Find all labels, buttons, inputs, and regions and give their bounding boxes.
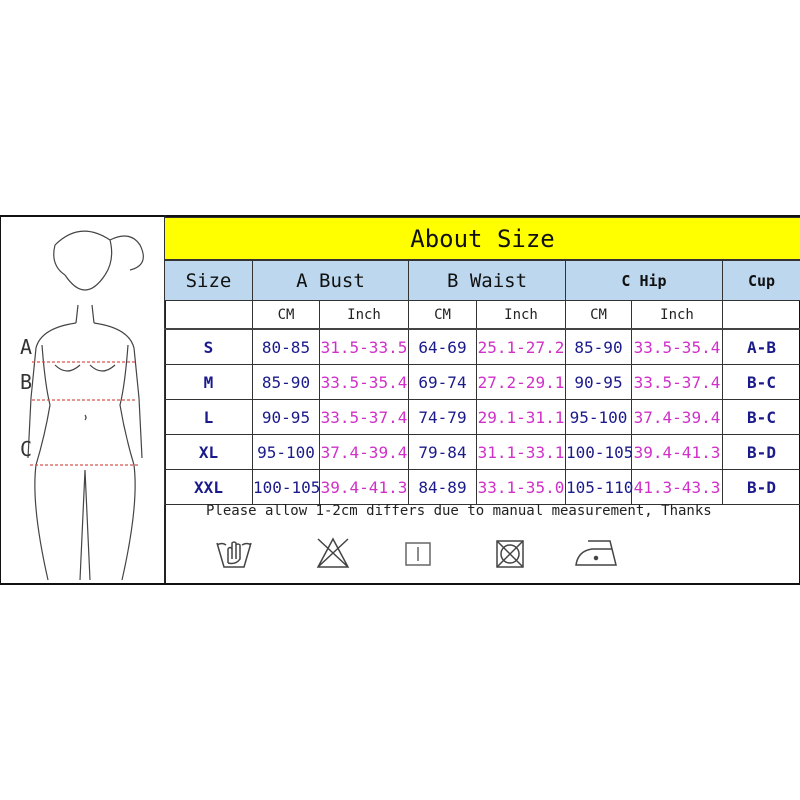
unit-hip-cm: CM [565, 300, 632, 330]
cell-hip-in: 37.4-39.4 [631, 399, 723, 435]
cell-size: XL [164, 434, 253, 470]
cell-bust-cm: 95-100 [252, 434, 320, 470]
cell-waist-cm: 74-79 [408, 399, 477, 435]
header-waist: B Waist [408, 259, 566, 301]
cell-bust-cm: 90-95 [252, 399, 320, 435]
cell-bust-in: 39.4-41.3 [319, 469, 409, 505]
table-row: L 90-95 33.5-37.4 74-79 29.1-31.1 95-100 37.4-… [164, 399, 800, 435]
cell-cup: B-D [722, 434, 800, 470]
figure-label-a: A [20, 335, 33, 359]
cell-waist-in: 29.1-31.1 [476, 399, 566, 435]
cell-size: XXL [164, 469, 253, 505]
unit-cup-empty [722, 300, 800, 330]
cell-waist-cm: 69-74 [408, 364, 477, 400]
hand-wash-icon [216, 541, 252, 568]
unit-waist-cm: CM [408, 300, 477, 330]
figure-label-c: C [20, 437, 33, 461]
header-cup: Cup [722, 259, 800, 301]
line-dry-icon [405, 542, 431, 566]
table-row: XXL 100-105 39.4-41.3 84-89 33.1-35.0 105-110… [164, 469, 800, 505]
table-row: XL 95-100 37.4-39.4 79-84 31.1-33.1 100-105 39… [164, 434, 800, 470]
unit-bust-inch: Inch [319, 300, 409, 330]
cell-hip-cm: 90-95 [565, 364, 632, 400]
cell-waist-in: 31.1-33.1 [476, 434, 566, 470]
do-not-tumble-dry-icon [496, 540, 524, 568]
cell-cup: A-B [722, 328, 800, 365]
unit-empty [164, 300, 253, 330]
cell-bust-cm: 100-105 [252, 469, 320, 505]
cell-hip-cm: 105-110 [565, 469, 633, 505]
cell-cup: B-D [722, 469, 800, 505]
cell-hip-cm: 85-90 [565, 328, 632, 365]
size-table: About Size Size A Bust B Waist C Hip Cup… [164, 217, 800, 505]
body-measurement-figure: A B C [0, 215, 166, 583]
unit-bust-cm: CM [252, 300, 320, 330]
unit-waist-inch: Inch [476, 300, 566, 330]
cell-waist-cm: 64-69 [408, 328, 477, 365]
cell-waist-in: 27.2-29.1 [476, 364, 566, 400]
cell-size: S [164, 328, 253, 365]
figure-label-b: B [20, 370, 33, 394]
unit-hip-inch: Inch [631, 300, 723, 330]
cell-size: M [164, 364, 253, 400]
cell-waist-cm: 84-89 [408, 469, 477, 505]
header-bust: A Bust [252, 259, 409, 301]
cell-size: L [164, 399, 253, 435]
iron-low-icon [575, 540, 617, 566]
cell-waist-in: 33.1-35.0 [476, 469, 566, 505]
cell-bust-cm: 80-85 [252, 328, 320, 365]
cell-bust-in: 31.5-33.5 [319, 328, 409, 365]
do-not-bleach-icon [316, 537, 350, 568]
cell-hip-in: 33.5-35.4 [631, 328, 723, 365]
cell-cup: B-C [722, 399, 800, 435]
cell-bust-in: 37.4-39.4 [319, 434, 409, 470]
cell-waist-in: 25.1-27.2 [476, 328, 566, 365]
measurement-note: Please allow 1-2cm differs due to manual… [206, 503, 712, 519]
cell-hip-in: 39.4-41.3 [631, 434, 723, 470]
cell-bust-in: 33.5-35.4 [319, 364, 409, 400]
cell-hip-cm: 95-100 [565, 399, 632, 435]
cell-hip-in: 41.3-43.3 [631, 469, 723, 505]
header-size: Size [164, 259, 253, 301]
cell-bust-cm: 85-90 [252, 364, 320, 400]
cell-hip-in: 33.5-37.4 [631, 364, 723, 400]
cell-bust-in: 33.5-37.4 [319, 399, 409, 435]
header-hip: C Hip [565, 259, 723, 301]
cell-hip-cm: 100-105 [565, 434, 633, 470]
cell-cup: B-C [722, 364, 800, 400]
table-row: S 80-85 31.5-33.5 64-69 25.1-27.2 85-90 33.5-3… [164, 328, 800, 365]
table-title: About Size [164, 217, 800, 261]
table-row: M 85-90 33.5-35.4 69-74 27.2-29.1 90-95 33.5-3… [164, 364, 800, 400]
cell-waist-cm: 79-84 [408, 434, 477, 470]
